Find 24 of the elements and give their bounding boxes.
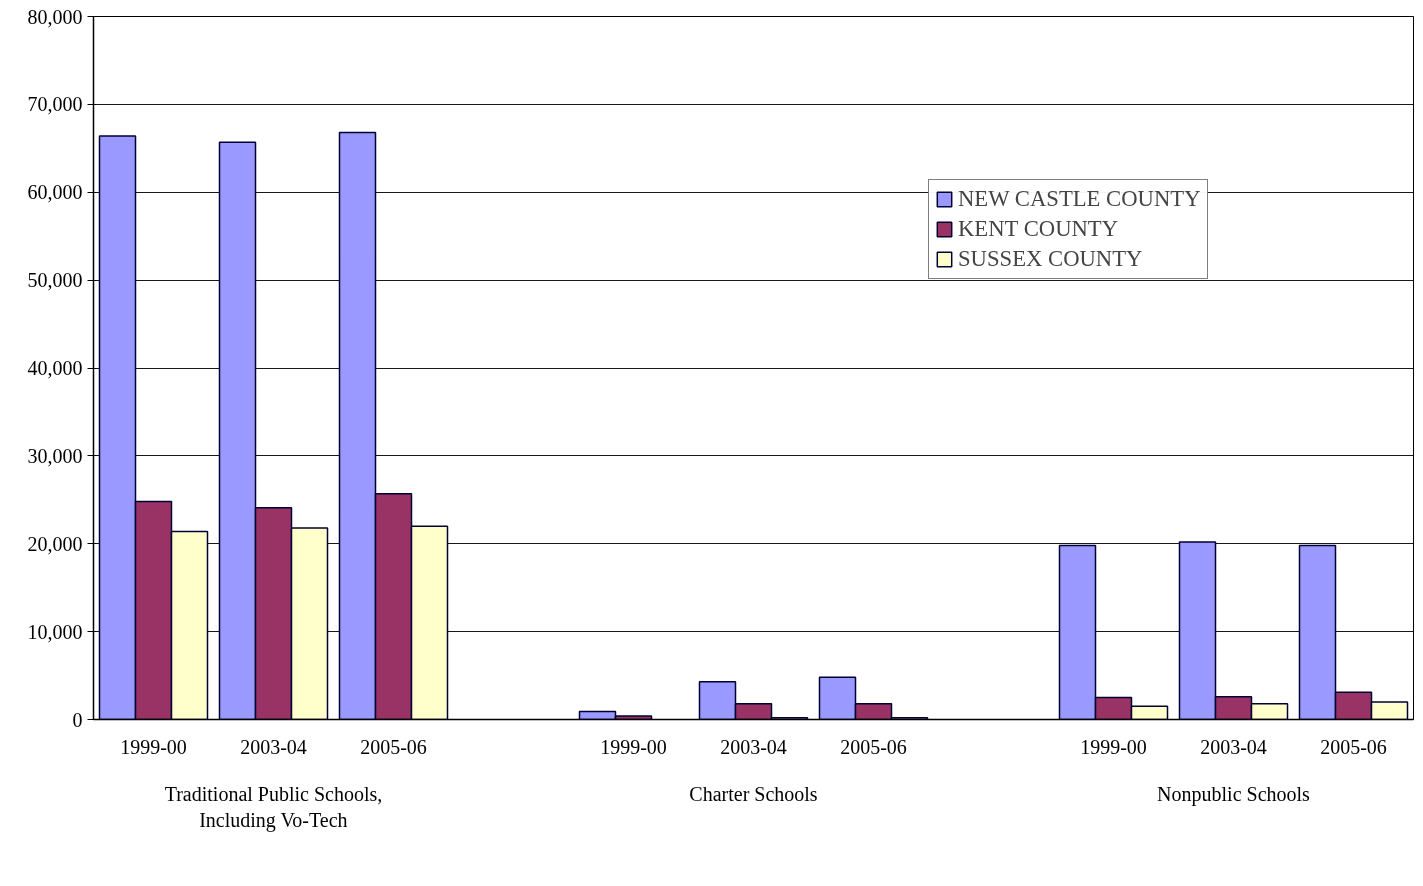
x-tick-label: 2005-06 (840, 735, 907, 758)
x-tick-label: 1999-00 (600, 735, 667, 758)
y-tick-label: 80,000 (27, 5, 83, 28)
x-tick-label: 1999-00 (120, 735, 187, 758)
x-tick-label: 2005-06 (1320, 735, 1387, 758)
x-tick-label: 2005-06 (360, 735, 427, 758)
x-tick-label: 1999-00 (1080, 735, 1147, 758)
y-tick-label: 50,000 (27, 269, 83, 292)
legend-label: KENT COUNTY (958, 216, 1119, 242)
legend-label: NEW CASTLE COUNTY (958, 186, 1201, 212)
y-tick-label: 20,000 (27, 532, 83, 555)
text: Traditional Public Schools, Including Vo-Tech (164, 782, 383, 832)
y-tick-label: 30,000 (27, 444, 83, 467)
legend-label: SUSSEX COUNTY (958, 246, 1143, 272)
text: Nonpublic Schools (1157, 782, 1311, 806)
x-tick-label: 2003-04 (1200, 735, 1267, 758)
y-tick-label: 0 (72, 708, 83, 731)
text: Charter Schools (689, 782, 818, 805)
x-tick-label: 2003-04 (240, 735, 307, 758)
y-tick-label: 60,000 (27, 181, 83, 204)
y-tick-label: 70,000 (27, 93, 83, 116)
y-tick-label: 40,000 (27, 357, 83, 379)
y-tick-label: 10,000 (27, 620, 83, 643)
x-tick-label: 2003-04 (720, 735, 787, 758)
